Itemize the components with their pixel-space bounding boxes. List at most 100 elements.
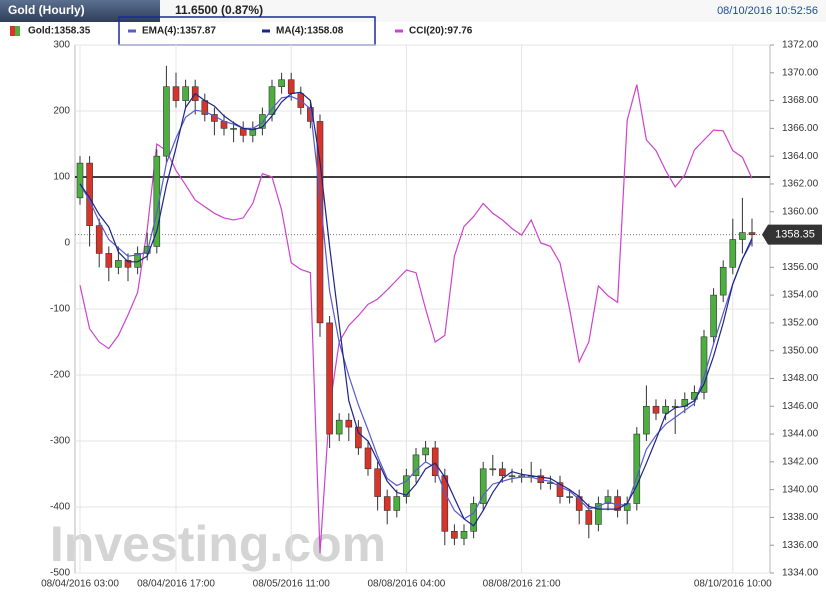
y2-tick-label: -400: [50, 502, 70, 513]
candle-body: [633, 433, 641, 504]
x-tick-label: 08/10/2016 10:00: [694, 579, 772, 590]
y-tick-label: 1340.00: [782, 484, 819, 495]
candle-body: [115, 260, 122, 268]
candle-body: [412, 454, 420, 477]
price-tag: [762, 224, 822, 245]
legend-icon-up: [15, 26, 20, 36]
candle-body: [95, 225, 103, 254]
candle-body: [355, 426, 362, 449]
y-tick-label: 1346.00: [782, 401, 819, 412]
legend-label: EMA(4):1357.87: [142, 26, 216, 37]
y-tick-label: 1364.00: [782, 151, 819, 162]
candle-body: [652, 405, 660, 414]
y-tick-label: 1362.00: [782, 179, 819, 190]
x-tick-label: 08/04/2016 17:00: [137, 579, 215, 590]
candle-body: [719, 267, 727, 296]
candle-body: [239, 128, 247, 136]
y-tick-label: 1352.00: [782, 318, 819, 329]
y-tick-label: 1336.00: [782, 540, 819, 551]
y-tick-label: 1360.00: [782, 206, 819, 217]
y2-tick-label: -100: [50, 304, 70, 315]
plot-layer: [75, 44, 770, 574]
legend-label: MA(4):1358.08: [276, 26, 344, 37]
legend-icon-down: [10, 26, 15, 36]
candle-body: [383, 496, 391, 511]
price-change: 11.6500 (0.87%): [175, 3, 263, 17]
candle-body: [489, 468, 497, 471]
indicator-line: [79, 95, 753, 520]
candle-body: [595, 503, 602, 525]
y2-tick-label: -300: [50, 436, 70, 447]
candle-body: [431, 447, 439, 477]
x-tick-label: 08/05/2016 11:00: [253, 579, 331, 590]
candle-body: [172, 86, 180, 101]
candle-body: [259, 114, 266, 129]
candle-body: [182, 86, 189, 101]
candle-body: [739, 232, 746, 240]
watermark: Investing.com: [50, 516, 386, 572]
y-tick-label: 1356.00: [782, 262, 819, 273]
y-tick-label: 1338.00: [782, 512, 819, 523]
x-tick-label: 08/08/2016 21:00: [483, 579, 561, 590]
candle-body: [307, 107, 314, 122]
candle-body: [422, 447, 429, 456]
chart-title: Gold (Hourly): [8, 3, 85, 17]
y-tick-label: 1344.00: [782, 429, 819, 440]
legend-label: CCI(20):97.76: [409, 26, 473, 37]
candle-body: [662, 405, 669, 414]
candle-body: [710, 294, 717, 338]
candle-body: [230, 128, 237, 130]
y-tick-label: 1366.00: [782, 123, 819, 134]
timestamp: 08/10/2016 10:52:56: [717, 5, 818, 17]
candle-body: [470, 503, 477, 532]
candle-body: [124, 260, 132, 268]
y2-tick-label: -200: [50, 370, 70, 381]
x-tick-label: 08/08/2016 04:00: [367, 579, 445, 590]
candle-body: [278, 79, 285, 87]
candle-body: [729, 239, 737, 268]
candle-body: [393, 496, 401, 511]
candle-body: [374, 468, 381, 497]
candle-body: [268, 86, 276, 115]
candle-body: [508, 475, 516, 478]
cci-line: [79, 84, 753, 554]
candle-body: [153, 155, 161, 247]
indicator-line: [79, 91, 753, 527]
candle-body: [287, 79, 295, 94]
y2-tick-label: 100: [53, 172, 70, 183]
candle-body: [643, 405, 650, 435]
price-tag-label: 1358.35: [775, 229, 815, 241]
candle-body: [479, 468, 487, 504]
y2-tick-label: -500: [50, 568, 70, 579]
candle-body: [345, 419, 353, 428]
candle-body: [364, 447, 372, 470]
y-tick-label: 1370.00: [782, 67, 819, 78]
candle-body: [499, 468, 506, 477]
candle-body: [604, 496, 612, 504]
y2-tick-label: 200: [53, 106, 70, 117]
candle-body: [556, 482, 564, 497]
y-tick-label: 1368.00: [782, 95, 819, 106]
candle-body: [441, 475, 449, 532]
y2-tick-label: 0: [64, 238, 70, 249]
candle-body: [76, 162, 84, 199]
candle-body: [748, 232, 756, 235]
y-tick-label: 1350.00: [782, 345, 819, 356]
y-tick-label: 1348.00: [782, 373, 819, 384]
y-tick-label: 1354.00: [782, 290, 819, 301]
candle-body: [326, 322, 333, 435]
y-tick-label: 1342.00: [782, 456, 819, 467]
legend-label: Gold:1358.35: [28, 26, 91, 37]
candle-body: [335, 419, 343, 435]
candle-body: [105, 253, 113, 268]
candle-body: [451, 531, 458, 539]
candle-body: [566, 496, 573, 498]
candle-body: [403, 475, 410, 497]
y-tick-label: 1372.00: [782, 40, 819, 51]
candle-body: [460, 531, 468, 539]
candle-body: [585, 510, 593, 525]
y-tick-label: 1334.00: [782, 568, 819, 579]
candle-body: [163, 86, 170, 157]
